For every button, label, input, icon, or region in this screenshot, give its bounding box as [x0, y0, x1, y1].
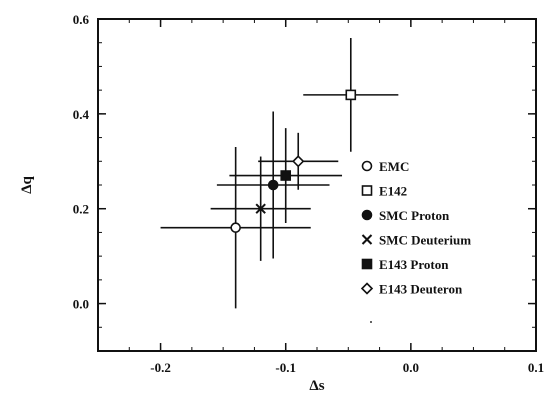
- data-markers: [230, 89, 357, 233]
- x-axis-label: Δs: [309, 378, 324, 394]
- x-tick-label: -0.1: [275, 360, 296, 375]
- legend-label: SMC Deuterium: [379, 233, 471, 248]
- data-point: [230, 222, 241, 233]
- legend-label: SMC Proton: [379, 208, 450, 223]
- data-point: [255, 203, 266, 214]
- x-tick-label: -0.2: [150, 360, 171, 375]
- y-tick-label: 0.6: [73, 12, 90, 27]
- legend-marker: [361, 258, 373, 270]
- data-point: [345, 89, 357, 101]
- y-axis-label: Δq: [19, 175, 35, 193]
- legend-marker: [361, 160, 373, 172]
- stray-dot: [370, 321, 372, 323]
- data-point: [267, 179, 279, 191]
- x-tick-label: 0.1: [528, 360, 544, 375]
- y-tick-label: 0.0: [73, 297, 89, 312]
- legend-marker: [361, 185, 373, 196]
- y-tick-label: 0.2: [73, 202, 89, 217]
- data-point: [292, 155, 305, 168]
- legend-label: E143 Proton: [379, 257, 449, 272]
- legend: EMC E142 SMC Proton SMC Deuterium E143 Proto…: [360, 159, 471, 297]
- legend-marker: [361, 234, 373, 245]
- legend-marker: [360, 282, 374, 295]
- legend-label: EMC: [379, 159, 409, 174]
- data-point: [280, 170, 292, 181]
- axis-ticks: -0.2 -0.1 0.0 0.1 0.0 0.2 0.4 0.6: [73, 12, 544, 375]
- legend-label: E142: [379, 184, 407, 199]
- x-tick-label: 0.0: [403, 360, 419, 375]
- y-tick-label: 0.4: [73, 107, 90, 122]
- legend-marker: [361, 209, 373, 221]
- legend-label: E143 Deuteron: [379, 282, 463, 297]
